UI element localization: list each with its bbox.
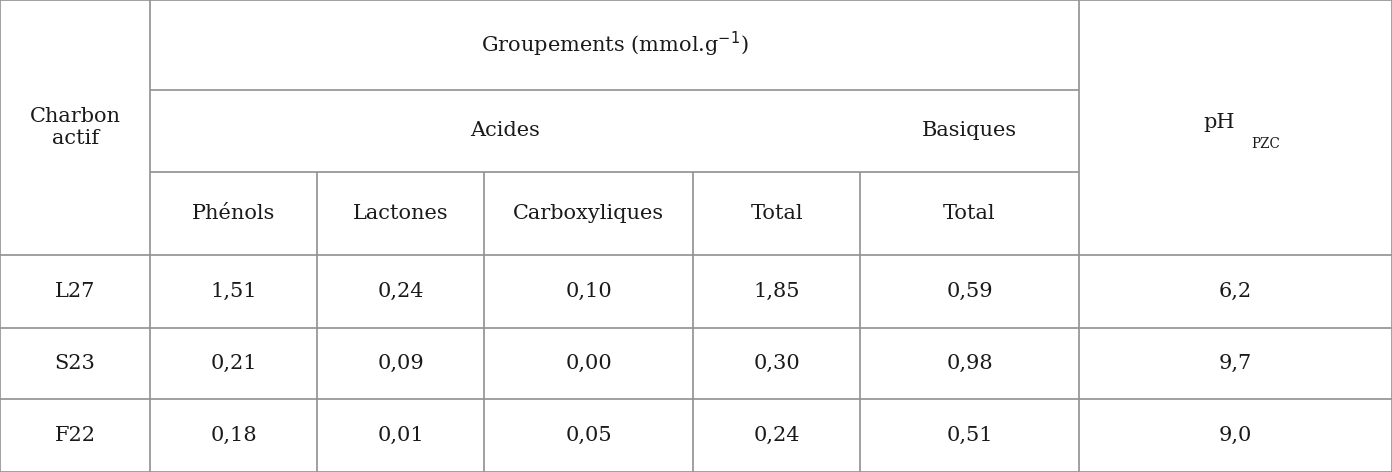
Text: 6,2: 6,2 xyxy=(1219,282,1251,301)
Text: Phénols: Phénols xyxy=(192,204,276,223)
Text: 0,00: 0,00 xyxy=(565,354,612,373)
Text: L27: L27 xyxy=(54,282,96,301)
Text: 9,0: 9,0 xyxy=(1219,426,1251,445)
Text: 9,7: 9,7 xyxy=(1219,354,1251,373)
Text: 0,98: 0,98 xyxy=(947,354,992,373)
Text: 0,01: 0,01 xyxy=(377,426,425,445)
Text: 0,21: 0,21 xyxy=(210,354,258,373)
Text: pH: pH xyxy=(1203,113,1235,132)
Text: Total: Total xyxy=(944,204,995,223)
Text: 0,59: 0,59 xyxy=(947,282,992,301)
Text: 0,18: 0,18 xyxy=(210,426,258,445)
Text: 1,85: 1,85 xyxy=(753,282,800,301)
Text: 0,24: 0,24 xyxy=(377,282,425,301)
Text: 0,05: 0,05 xyxy=(565,426,612,445)
Text: Acides: Acides xyxy=(470,121,540,141)
Text: 0,09: 0,09 xyxy=(377,354,425,373)
Text: Basiques: Basiques xyxy=(922,121,1018,141)
Text: Carboxyliques: Carboxyliques xyxy=(514,204,664,223)
Text: Groupements (mmol.g$^{-1}$): Groupements (mmol.g$^{-1}$) xyxy=(480,30,749,59)
Text: 1,51: 1,51 xyxy=(210,282,258,301)
Text: 0,10: 0,10 xyxy=(565,282,612,301)
Text: Lactones: Lactones xyxy=(354,204,448,223)
Text: 0,51: 0,51 xyxy=(947,426,992,445)
Text: S23: S23 xyxy=(54,354,96,373)
Text: 0,30: 0,30 xyxy=(753,354,800,373)
Text: Total: Total xyxy=(750,204,803,223)
Text: Charbon
actif: Charbon actif xyxy=(29,107,121,148)
Text: F22: F22 xyxy=(54,426,96,445)
Text: PZC: PZC xyxy=(1251,137,1281,151)
Text: 0,24: 0,24 xyxy=(753,426,800,445)
